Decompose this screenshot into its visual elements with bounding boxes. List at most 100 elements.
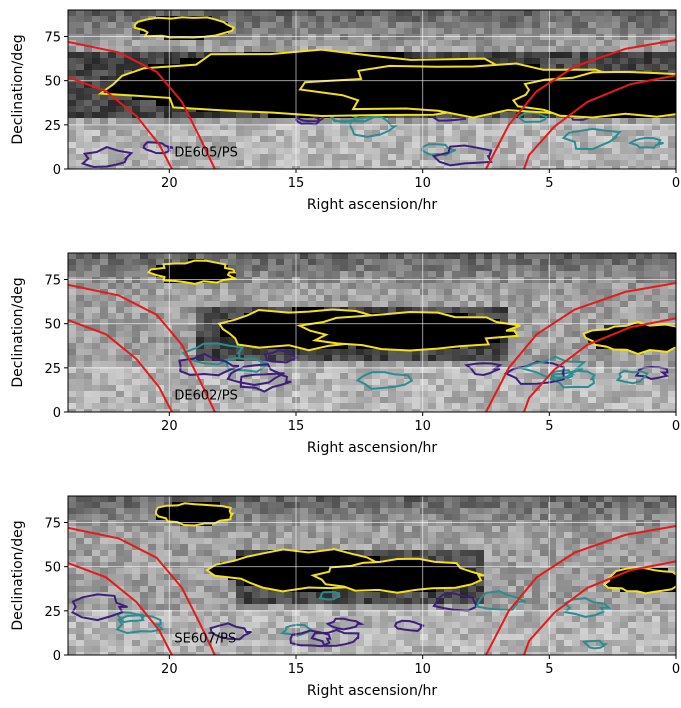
heatmap-cell — [116, 64, 124, 70]
heatmap-cell — [468, 514, 476, 520]
heatmap-cell — [172, 367, 180, 373]
heatmap-cell — [156, 10, 164, 16]
heatmap-cell — [628, 385, 636, 391]
heatmap-cell — [508, 124, 516, 130]
heatmap-cell — [236, 361, 244, 367]
heatmap-cell — [420, 40, 428, 46]
heatmap-cell — [572, 301, 580, 307]
heatmap-cell — [348, 532, 356, 538]
heatmap-cell — [236, 148, 244, 154]
heatmap-cell — [460, 313, 468, 319]
heatmap-cell — [140, 106, 148, 112]
heatmap-cell — [492, 112, 500, 118]
heatmap-cell — [196, 142, 204, 148]
heatmap-cell — [484, 118, 492, 124]
heatmap-cell — [92, 385, 100, 391]
heatmap-cell — [364, 403, 372, 409]
heatmap-cell — [532, 301, 540, 307]
heatmap-cell — [516, 142, 524, 148]
heatmap-cell — [92, 265, 100, 271]
heatmap-cell — [164, 136, 172, 142]
heatmap-cell — [116, 508, 124, 514]
heatmap-cell — [636, 289, 644, 295]
heatmap-cell — [452, 502, 460, 508]
heatmap-cell — [420, 16, 428, 22]
heatmap-cell — [92, 538, 100, 544]
heatmap-cell — [396, 532, 404, 538]
heatmap-cell — [252, 496, 260, 502]
heatmap-cell — [372, 46, 380, 52]
heatmap-cell — [636, 307, 644, 313]
heatmap-cell — [188, 301, 196, 307]
heatmap-cell — [628, 403, 636, 409]
heatmap-cell — [588, 532, 596, 538]
heatmap-cell — [252, 391, 260, 397]
heatmap-cell — [244, 148, 252, 154]
heatmap-cell — [316, 496, 324, 502]
heatmap-cell — [308, 403, 316, 409]
heatmap-cell — [540, 142, 548, 148]
heatmap-cell — [324, 10, 332, 16]
heatmap-cell — [68, 58, 76, 64]
heatmap-cell — [228, 373, 236, 379]
heatmap-cell — [612, 532, 620, 538]
heatmap-cell — [140, 295, 148, 301]
heatmap-cell — [644, 289, 652, 295]
heatmap-cell — [284, 40, 292, 46]
heatmap-cell — [324, 130, 332, 136]
heatmap-cell — [572, 514, 580, 520]
heatmap-cell — [148, 355, 156, 361]
heatmap-cell — [460, 538, 468, 544]
heatmap-cell — [580, 52, 588, 58]
heatmap-cell — [244, 271, 252, 277]
heatmap-cell — [252, 112, 260, 118]
heatmap-cell — [628, 502, 636, 508]
heatmap-cell — [468, 391, 476, 397]
heatmap-cell — [596, 130, 604, 136]
heatmap-cell — [524, 52, 532, 58]
heatmap-cell — [436, 403, 444, 409]
heatmap-cell — [172, 46, 180, 52]
heatmap-cell — [140, 496, 148, 502]
heatmap-cell — [516, 343, 524, 349]
heatmap-cell — [284, 148, 292, 154]
heatmap-cell — [428, 130, 436, 136]
heatmap-cell — [132, 367, 140, 373]
heatmap-cell — [476, 496, 484, 502]
heatmap-cell — [164, 397, 172, 403]
heatmap-cell — [156, 124, 164, 130]
heatmap-cell — [564, 154, 572, 160]
heatmap-cell — [564, 550, 572, 556]
heatmap-cell — [484, 409, 492, 412]
heatmap-cell — [500, 265, 508, 271]
heatmap-cell — [548, 343, 556, 349]
heatmap-cell — [276, 514, 284, 520]
heatmap-cell — [428, 136, 436, 142]
heatmap-cell — [132, 106, 140, 112]
heatmap-cell — [364, 253, 372, 259]
heatmap-cell — [92, 496, 100, 502]
heatmap-cell — [348, 295, 356, 301]
heatmap-cell — [420, 391, 428, 397]
heatmap-cell — [500, 409, 508, 412]
heatmap-cell — [324, 295, 332, 301]
heatmap-cell — [572, 58, 580, 64]
heatmap-cell — [276, 289, 284, 295]
heatmap-cell — [276, 136, 284, 142]
heatmap-cell — [524, 142, 532, 148]
heatmap-cell — [108, 130, 116, 136]
heatmap-cell — [92, 379, 100, 385]
heatmap-cell — [556, 325, 564, 331]
heatmap-cell — [348, 271, 356, 277]
heatmap-cell — [476, 52, 484, 58]
heatmap-cell — [556, 508, 564, 514]
heatmap-cell — [612, 496, 620, 502]
heatmap-cell — [68, 496, 76, 502]
heatmap-cell — [428, 367, 436, 373]
heatmap-cell — [588, 289, 596, 295]
heatmap-cell — [356, 538, 364, 544]
heatmap-cell — [548, 397, 556, 403]
heatmap-cell — [412, 391, 420, 397]
heatmap-cell — [148, 325, 156, 331]
heatmap-cell — [460, 166, 468, 169]
